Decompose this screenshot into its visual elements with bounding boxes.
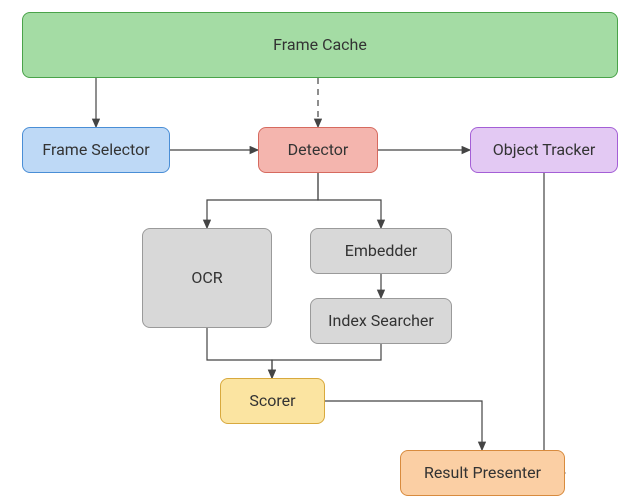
edge-ocr-to-scorer xyxy=(207,328,272,378)
node-scorer: Scorer xyxy=(220,378,325,424)
edge-detector-to-ocr xyxy=(207,173,318,228)
edge-object_tracker-to-result_presenter xyxy=(544,173,565,473)
node-ocr: OCR xyxy=(142,228,272,328)
node-label: Frame Cache xyxy=(273,35,367,54)
node-label: Detector xyxy=(288,140,349,159)
node-label: Index Searcher xyxy=(328,311,434,330)
edge-scorer-to-result_presenter xyxy=(325,401,482,450)
node-label: Embedder xyxy=(345,241,418,260)
node-frame-cache: Frame Cache xyxy=(22,12,618,78)
node-frame-selector: Frame Selector xyxy=(22,127,170,173)
node-detector: Detector xyxy=(258,127,378,173)
node-label: OCR xyxy=(191,268,222,287)
node-label: Object Tracker xyxy=(493,140,596,159)
node-index-searcher: Index Searcher xyxy=(310,298,452,344)
node-embedder: Embedder xyxy=(310,228,452,274)
node-label: Scorer xyxy=(249,391,295,410)
edge-detector-to-embedder xyxy=(318,173,381,228)
node-label: Frame Selector xyxy=(42,140,149,159)
node-label: Result Presenter xyxy=(424,463,541,482)
edge-index_searcher-to-scorer xyxy=(272,344,381,378)
node-result-presenter: Result Presenter xyxy=(400,450,565,496)
node-object-tracker: Object Tracker xyxy=(470,127,618,173)
